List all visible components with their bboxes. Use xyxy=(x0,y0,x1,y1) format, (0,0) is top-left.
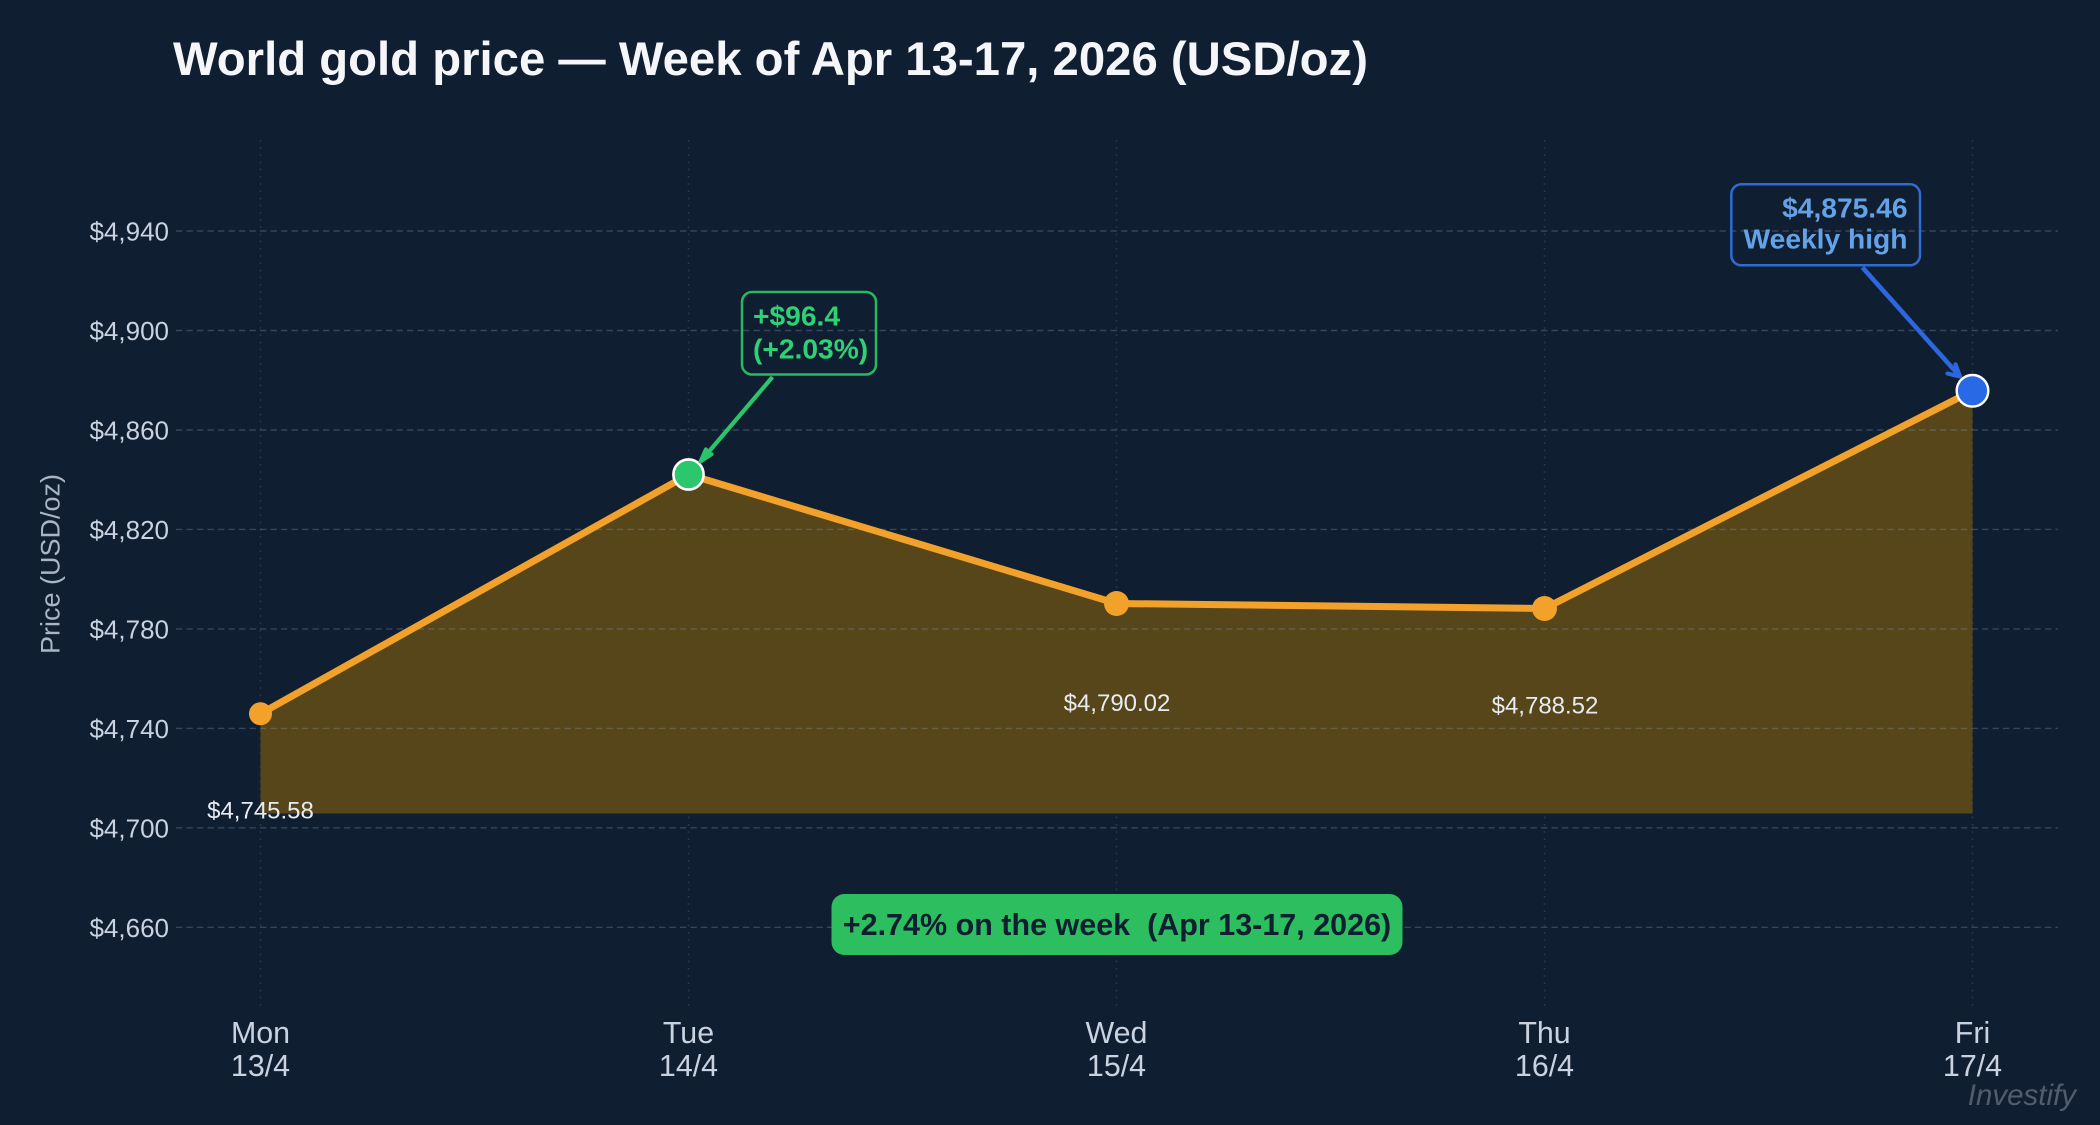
svg-text:15/4: 15/4 xyxy=(1087,1049,1146,1083)
svg-text:+2.74% on the week (Apr 13-17: +2.74% on the week (Apr 13-17, 2026) xyxy=(843,908,1391,942)
svg-text:$4,900: $4,900 xyxy=(89,316,169,346)
svg-text:Price (USD/oz): Price (USD/oz) xyxy=(36,474,66,654)
svg-text:$4,788.52: $4,788.52 xyxy=(1492,693,1599,720)
svg-text:$4,860: $4,860 xyxy=(89,416,169,446)
svg-text:+$96.4: +$96.4 xyxy=(753,300,840,332)
svg-text:Thu: Thu xyxy=(1518,1016,1570,1050)
svg-text:Wed: Wed xyxy=(1086,1016,1148,1050)
svg-text:$4,820: $4,820 xyxy=(89,515,169,545)
svg-text:Fri: Fri xyxy=(1955,1016,1990,1050)
svg-text:$4,940: $4,940 xyxy=(89,217,169,247)
svg-text:14/4: 14/4 xyxy=(659,1049,718,1083)
svg-text:$4,740: $4,740 xyxy=(89,714,169,744)
svg-text:$4,780: $4,780 xyxy=(89,614,169,644)
svg-text:$4,790.02: $4,790.02 xyxy=(1064,690,1171,717)
svg-text:17/4: 17/4 xyxy=(1943,1049,2002,1083)
svg-text:$4,875.46: $4,875.46 xyxy=(1782,192,1907,224)
svg-text:13/4: 13/4 xyxy=(231,1049,290,1083)
svg-text:Mon: Mon xyxy=(231,1016,290,1050)
svg-text:Weekly high: Weekly high xyxy=(1744,223,1908,255)
svg-text:Tue: Tue xyxy=(663,1016,714,1050)
svg-text:Investify: Investify xyxy=(1968,1079,2078,1112)
svg-text:$4,745.58: $4,745.58 xyxy=(207,798,314,825)
svg-text:(+2.03%): (+2.03%) xyxy=(753,333,868,365)
svg-text:World gold price — Week of Apr: World gold price — Week of Apr 13-17, 20… xyxy=(173,33,1368,86)
svg-text:$4,660: $4,660 xyxy=(89,913,169,943)
svg-text:$4,700: $4,700 xyxy=(89,813,169,843)
svg-text:16/4: 16/4 xyxy=(1515,1049,1574,1083)
